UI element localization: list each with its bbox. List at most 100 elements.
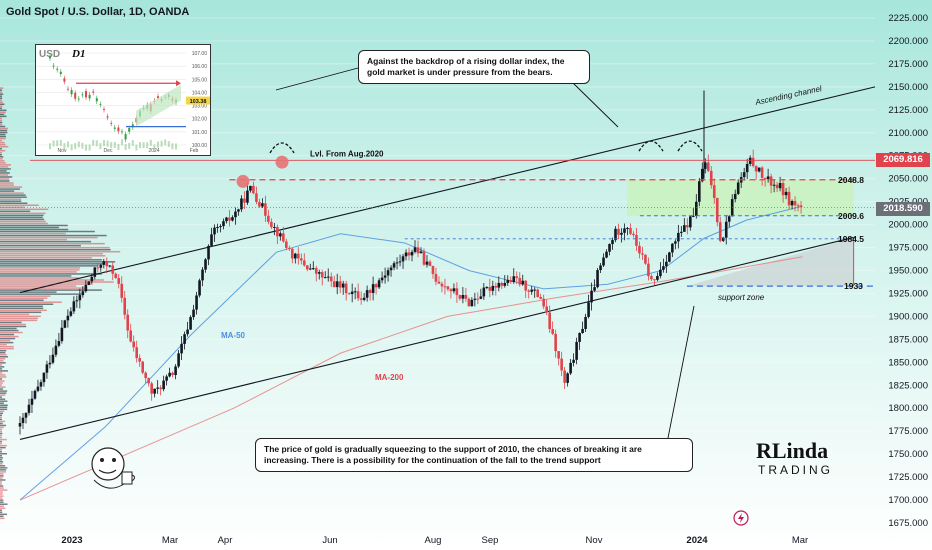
candle — [30, 390, 34, 413]
y-tick-label: 2150.000 — [888, 82, 928, 93]
inset-y-tick: 103.00 — [192, 104, 208, 110]
inset-volume — [142, 142, 145, 149]
bottom-callout: The price of gold is gradually squeezing… — [255, 438, 693, 472]
volume-bar — [0, 137, 6, 140]
volume-bar — [0, 107, 2, 110]
volume-bar — [0, 275, 72, 277]
candle — [237, 208, 240, 216]
volume-bar — [0, 459, 3, 461]
candle-body — [518, 277, 522, 285]
level-label: 1933 — [844, 281, 863, 291]
candle-body — [665, 261, 668, 267]
volume-bar — [0, 388, 4, 390]
inset-x-tick: 2024 — [148, 148, 159, 154]
volume-bar — [0, 398, 6, 400]
candle — [449, 287, 453, 299]
candle — [48, 355, 52, 369]
volume-bar — [0, 309, 47, 312]
candle-body — [644, 254, 647, 264]
inset-volume — [59, 139, 62, 146]
candle — [470, 297, 474, 307]
volume-bar — [0, 337, 16, 340]
candle — [153, 388, 156, 398]
candle — [686, 218, 689, 235]
candle — [398, 254, 402, 267]
candle — [332, 275, 336, 288]
volume-bar — [0, 95, 2, 97]
candle — [650, 274, 653, 282]
candle-body — [605, 251, 608, 258]
candle — [596, 268, 599, 289]
candle — [689, 215, 692, 231]
candle — [282, 226, 285, 243]
top-callout-text: Against the backdrop of a rising dollar … — [367, 56, 565, 77]
candle — [638, 241, 641, 259]
volume-bar — [0, 160, 5, 162]
inset-volume — [121, 139, 123, 146]
candle-body — [237, 209, 240, 212]
inset-current-price: 103.38 — [190, 99, 207, 105]
candle — [392, 261, 396, 271]
candle — [527, 289, 531, 299]
candle-body — [57, 341, 61, 346]
inset-y-tick: 100.00 — [192, 143, 208, 149]
candle — [192, 304, 195, 320]
candle-body — [341, 283, 345, 288]
volume-bar — [0, 151, 2, 154]
candle-body — [240, 198, 243, 210]
volume-bar — [0, 283, 93, 285]
candle — [518, 272, 522, 287]
candle — [186, 321, 189, 337]
candle-body — [509, 279, 513, 283]
volume-bar — [0, 475, 4, 477]
candle — [285, 238, 288, 251]
volume-bar — [0, 133, 6, 136]
candle-body — [590, 290, 593, 303]
volume-bar — [0, 353, 7, 356]
candle — [105, 257, 109, 274]
inset-symbol: USD — [39, 49, 60, 60]
volume-bar — [0, 362, 6, 364]
flash-icon[interactable] — [733, 510, 749, 526]
consolidation-zone — [627, 179, 854, 216]
volume-bar — [0, 442, 2, 445]
candle — [437, 276, 441, 284]
candle-body — [700, 168, 704, 182]
volume-bar — [0, 162, 6, 164]
candle-body — [539, 296, 542, 299]
candle — [635, 228, 638, 251]
candle — [243, 191, 246, 210]
bottom-callout-text: The price of gold is gradually squeezing… — [264, 444, 642, 465]
annotation-ma50: MA-50 — [221, 331, 246, 340]
candle-body — [584, 316, 587, 329]
candle-body — [563, 370, 566, 383]
candle — [219, 224, 222, 233]
candle — [461, 287, 465, 304]
candle-body — [72, 301, 76, 312]
candle — [99, 264, 103, 272]
candle-body — [772, 184, 776, 186]
candle — [344, 280, 348, 301]
candle-body — [521, 280, 525, 285]
volume-bar — [0, 230, 95, 233]
candle — [736, 179, 740, 196]
candle-body — [491, 285, 495, 291]
candle-body — [198, 280, 201, 296]
volume-bar — [0, 186, 23, 188]
inset-volume — [63, 143, 66, 150]
volume-bar — [0, 238, 68, 241]
inset-candle-body — [63, 78, 66, 82]
candle — [491, 280, 495, 296]
inset-y-tick: 102.00 — [192, 117, 208, 123]
candle-body — [428, 261, 432, 267]
candle-body — [790, 201, 794, 206]
volume-bar — [0, 214, 44, 217]
candle — [335, 273, 339, 295]
candle-body — [138, 358, 141, 362]
candle-body — [111, 265, 115, 274]
candle — [530, 285, 534, 295]
candle — [117, 273, 121, 289]
candle-body — [692, 215, 695, 217]
candle-body — [201, 269, 204, 281]
volume-bar — [0, 232, 66, 235]
